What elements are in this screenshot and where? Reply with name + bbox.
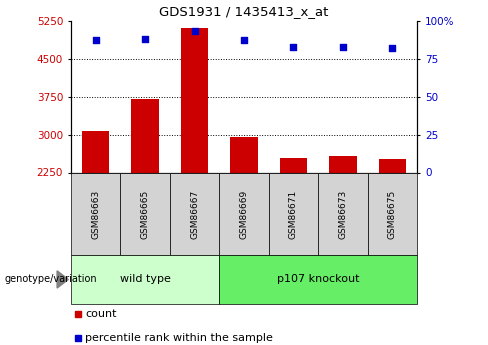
Text: GSM86675: GSM86675 [388, 189, 397, 238]
Bar [368, 172, 417, 255]
Text: GSM86663: GSM86663 [91, 189, 100, 238]
Bar [82, 130, 109, 172]
Bar [219, 172, 269, 255]
Bar [181, 28, 208, 172]
Text: GSM86665: GSM86665 [141, 189, 149, 238]
Bar [280, 158, 307, 172]
Bar [269, 172, 318, 255]
Bar [170, 172, 219, 255]
Point [191, 29, 199, 34]
Bar [71, 255, 219, 304]
Bar [131, 99, 159, 172]
Bar [120, 172, 170, 255]
Bar [318, 172, 368, 255]
Point [289, 44, 297, 49]
Point [240, 38, 248, 43]
Text: wild type: wild type [120, 275, 170, 284]
Point [92, 38, 100, 43]
Bar [219, 255, 417, 304]
Bar [329, 156, 357, 172]
Text: count: count [85, 309, 117, 319]
Bar [379, 159, 406, 172]
Text: p107 knockout: p107 knockout [277, 275, 360, 284]
Polygon shape [57, 271, 68, 288]
Point [339, 44, 347, 49]
Title: GDS1931 / 1435413_x_at: GDS1931 / 1435413_x_at [159, 5, 329, 18]
Text: GSM86671: GSM86671 [289, 189, 298, 238]
Text: genotype/variation: genotype/variation [5, 275, 98, 284]
Text: GSM86673: GSM86673 [339, 189, 347, 238]
Bar [71, 172, 120, 255]
Text: GSM86669: GSM86669 [240, 189, 248, 238]
Text: percentile rank within the sample: percentile rank within the sample [85, 333, 273, 343]
Point [388, 45, 396, 51]
Text: GSM86667: GSM86667 [190, 189, 199, 238]
Bar [230, 137, 258, 172]
Point [141, 36, 149, 42]
